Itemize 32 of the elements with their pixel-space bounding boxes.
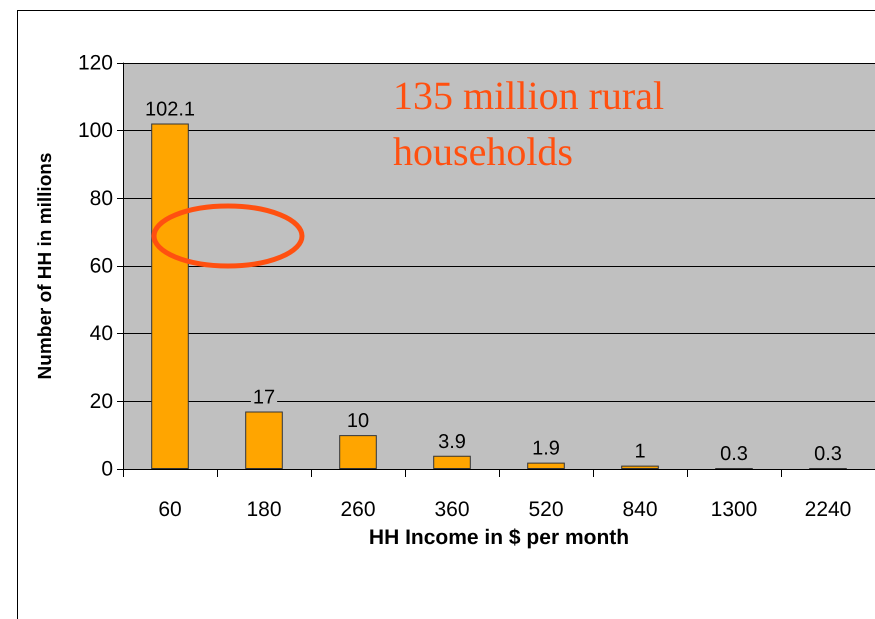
data-label: 3.9 <box>438 430 466 453</box>
y-tick-label: 40 <box>90 322 113 346</box>
y-tick-label: 60 <box>90 254 113 278</box>
data-label: 0.3 <box>814 442 842 465</box>
x-tick-label: 360 <box>434 498 470 521</box>
x-tick-label: 60 <box>158 498 182 521</box>
y-axis-title: Number of HH in millions <box>35 152 56 380</box>
data-label: 1.9 <box>532 438 560 460</box>
data-label: 17 <box>252 386 276 408</box>
x-tick-label: 180 <box>246 498 282 521</box>
x-tick-label: 2240 <box>804 498 852 521</box>
data-label: 1 <box>634 440 646 463</box>
bar <box>433 456 471 469</box>
data-label: 10 <box>346 410 370 432</box>
y-tick-label: 120 <box>78 52 113 74</box>
x-tick-label: 1300 <box>710 498 758 521</box>
data-label: 102.1 <box>144 98 196 121</box>
x-axis-title: HH Income in $ per month <box>368 526 630 549</box>
annotation: 135 million rural households <box>393 72 666 176</box>
bar <box>151 124 189 469</box>
y-tick-label: 80 <box>90 186 113 210</box>
y-tick-label: 20 <box>90 390 113 413</box>
bar <box>527 462 565 469</box>
data-label: 0.3 <box>720 442 748 465</box>
x-tick-label: 840 <box>622 498 658 521</box>
y-tick-label: 100 <box>78 119 113 142</box>
x-tick-label: 260 <box>340 498 376 521</box>
x-tick-label: 520 <box>528 498 564 521</box>
bar <box>339 435 377 469</box>
y-tick-label: 0 <box>101 458 113 480</box>
bar <box>245 411 283 469</box>
bar <box>621 466 659 469</box>
